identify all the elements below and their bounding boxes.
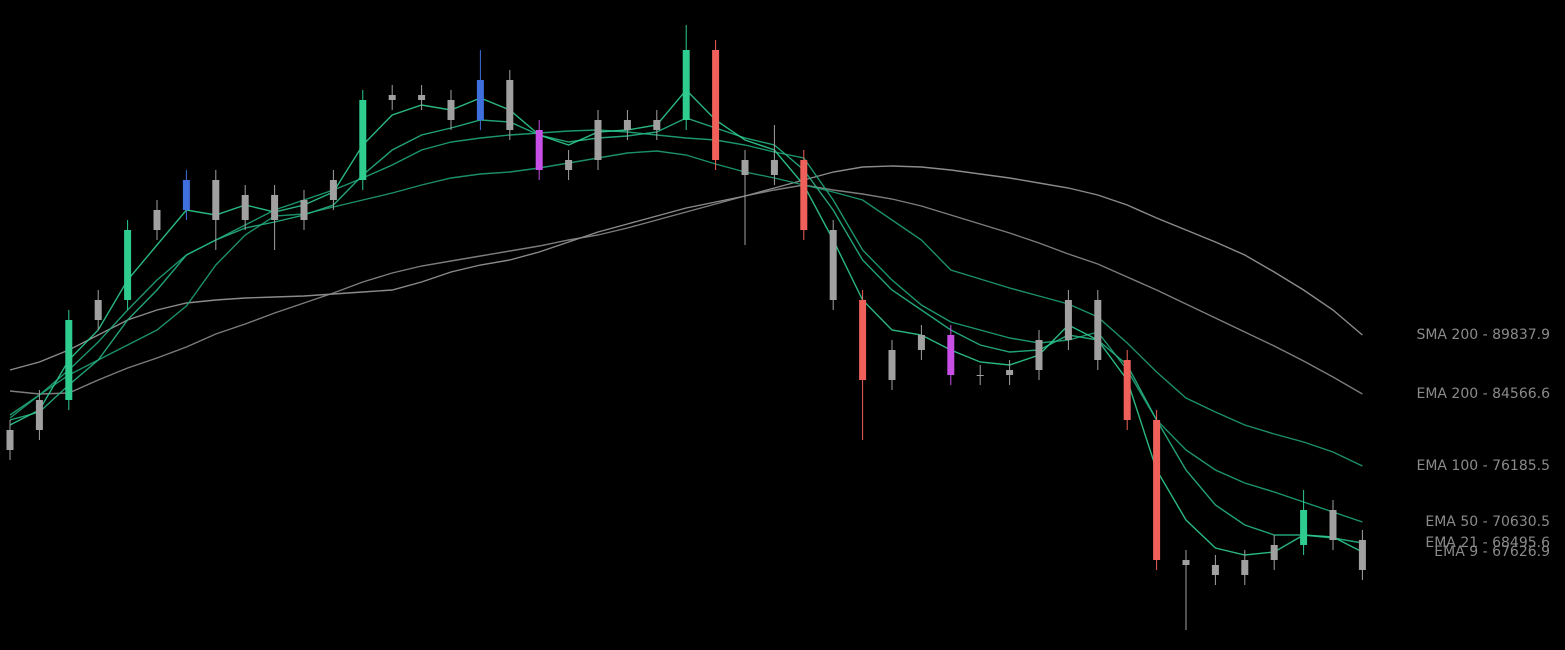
candle-body (506, 80, 514, 130)
series-label: EMA 200 - 84566.6 (1416, 386, 1550, 402)
candle-body (241, 195, 249, 220)
candle-body (1211, 565, 1219, 575)
candle-body (1300, 510, 1308, 545)
ma-line (9, 165, 1363, 371)
candle-body (1329, 510, 1337, 540)
candle-body (94, 300, 102, 320)
candle-body (35, 400, 43, 430)
candle-body (182, 180, 190, 210)
candle-body (770, 160, 778, 175)
ma-line (9, 129, 1363, 523)
candle-body (800, 160, 808, 230)
candle-body (535, 130, 543, 170)
candle-body (476, 80, 484, 120)
candle-body (976, 375, 984, 376)
candle-body (682, 50, 690, 120)
candle-body (1094, 300, 1102, 360)
candle-body (1270, 545, 1278, 560)
candle-body (359, 100, 367, 180)
series-label: EMA 21 - 68495.6 (1425, 535, 1550, 551)
candle-body (623, 120, 631, 130)
candle-body (1241, 560, 1249, 575)
series-label: EMA 9 - 67626.9 (1434, 544, 1550, 560)
candle-body (1035, 340, 1043, 370)
candle-body (859, 300, 867, 380)
candle-body (447, 100, 455, 120)
candle-body (388, 95, 396, 100)
candle-body (1153, 420, 1161, 560)
candle-body (888, 350, 896, 380)
ma-line (9, 150, 1363, 467)
candle-body (1358, 540, 1366, 570)
candle-body (329, 180, 337, 200)
candle-body (917, 335, 925, 350)
candle-body (565, 160, 573, 170)
candle-body (1006, 370, 1014, 375)
candle-body (124, 230, 132, 300)
candle-body (271, 195, 279, 220)
candle-body (153, 210, 161, 230)
candle-body (712, 50, 720, 160)
candle-body (741, 160, 749, 175)
series-label: EMA 100 - 76185.5 (1416, 458, 1550, 474)
candle-body (594, 120, 602, 160)
candle-body (1064, 300, 1072, 340)
ma-line (9, 184, 1363, 395)
candle-body (300, 200, 308, 220)
series-label: SMA 200 - 89837.9 (1416, 327, 1550, 343)
series-label: EMA 50 - 70630.5 (1425, 514, 1550, 530)
candle-body (653, 120, 661, 130)
candle-body (1182, 560, 1190, 565)
candle-body (947, 335, 955, 375)
candle-body (212, 180, 220, 220)
candle-body (829, 230, 837, 300)
candle-body (1123, 360, 1131, 420)
candle-body (6, 430, 14, 450)
candle-body (65, 320, 73, 400)
candle-body (418, 95, 426, 100)
